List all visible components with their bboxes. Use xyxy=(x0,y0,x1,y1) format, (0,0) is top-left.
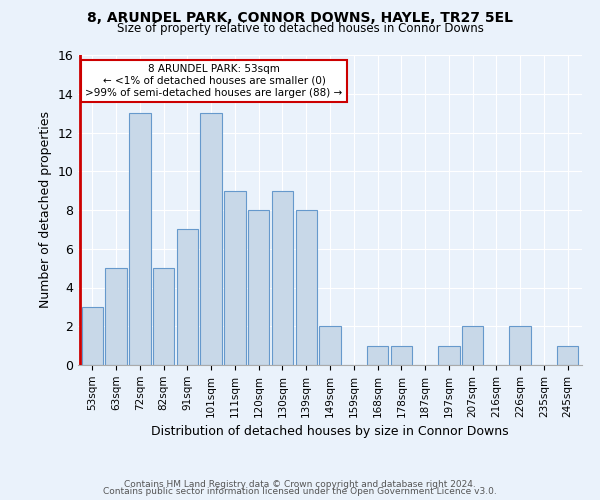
Bar xyxy=(438,346,460,365)
Bar xyxy=(153,268,174,365)
Text: 8 ARUNDEL PARK: 53sqm
← <1% of detached houses are smaller (0)
>99% of semi-deta: 8 ARUNDEL PARK: 53sqm ← <1% of detached … xyxy=(85,64,343,98)
Bar xyxy=(129,113,151,365)
Text: Contains HM Land Registry data © Crown copyright and database right 2024.: Contains HM Land Registry data © Crown c… xyxy=(124,480,476,489)
X-axis label: Distribution of detached houses by size in Connor Downs: Distribution of detached houses by size … xyxy=(151,425,509,438)
Bar xyxy=(224,190,245,365)
Bar xyxy=(82,307,103,365)
Text: 8, ARUNDEL PARK, CONNOR DOWNS, HAYLE, TR27 5EL: 8, ARUNDEL PARK, CONNOR DOWNS, HAYLE, TR… xyxy=(87,11,513,25)
Bar xyxy=(272,190,293,365)
Bar xyxy=(557,346,578,365)
Bar xyxy=(176,230,198,365)
Bar xyxy=(248,210,269,365)
Bar xyxy=(296,210,317,365)
Text: Contains public sector information licensed under the Open Government Licence v3: Contains public sector information licen… xyxy=(103,487,497,496)
Bar xyxy=(462,326,484,365)
Y-axis label: Number of detached properties: Number of detached properties xyxy=(39,112,52,308)
Bar xyxy=(367,346,388,365)
Bar xyxy=(200,113,222,365)
Bar xyxy=(391,346,412,365)
Text: Size of property relative to detached houses in Connor Downs: Size of property relative to detached ho… xyxy=(116,22,484,35)
Bar xyxy=(319,326,341,365)
Bar xyxy=(106,268,127,365)
Bar xyxy=(509,326,531,365)
